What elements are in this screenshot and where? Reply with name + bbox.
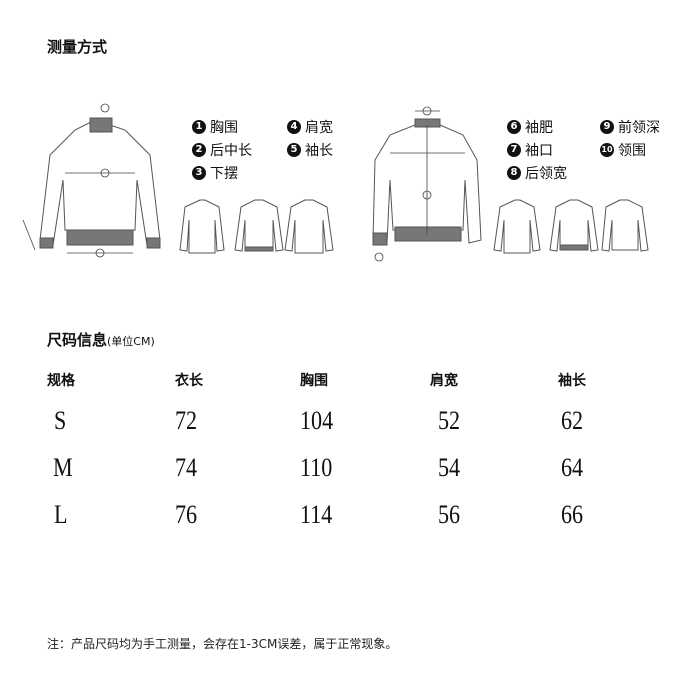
number-badge-icon: 8 — [507, 166, 521, 180]
legend-item-cuff: 7 袖口 — [507, 140, 553, 160]
header-chest: 胸围 — [300, 373, 328, 389]
legend-item-shoulder: 4 肩宽 — [287, 117, 333, 137]
number-badge-icon: 7 — [507, 143, 521, 157]
number-badge-icon: 2 — [192, 143, 206, 157]
legend-item-neck-circumference: 10 领围 — [600, 143, 646, 159]
legend-item-sleeve-length: 5 袖长 — [287, 140, 333, 160]
number-badge-icon: 6 — [507, 120, 521, 134]
number-badge-icon: 4 — [287, 120, 301, 134]
number-badge-icon: 1 — [192, 120, 206, 134]
header-length: 衣长 — [175, 373, 203, 389]
size-info-title: 尺码信息(单位CM) — [47, 331, 155, 349]
collar — [89, 117, 113, 133]
number-badge-icon: 5 — [287, 143, 301, 157]
number-badge-icon: 10 — [600, 143, 614, 157]
legend-item-chest: 1 胸围 — [192, 117, 238, 137]
legend-item-sleeve-width: 6 袖肥 — [507, 117, 553, 137]
number-badge-icon: 3 — [192, 166, 206, 180]
header-sleeve: 袖长 — [558, 373, 586, 389]
header-shoulder: 肩宽 — [430, 373, 458, 389]
jacket-back-illustration — [372, 106, 482, 262]
legend-item-front-neck-depth: 9 前领深 — [600, 117, 660, 137]
unit-label: (单位CM) — [107, 335, 155, 348]
legend-item-back-neck-width: 8 后领宽 — [507, 163, 567, 183]
legend-item-back-length: 2 后中长 — [192, 140, 252, 160]
header-spec: 规格 — [47, 373, 75, 389]
garment-thumbnails-right — [493, 199, 649, 254]
measurement-note: 注：产品尺码均为手工测量，会存在1-3CM误差，属于正常现象。 — [47, 637, 398, 651]
garment-thumbnails-left — [179, 199, 334, 254]
legend-item-hem: 3 下摆 — [192, 163, 238, 183]
sweater-front-illustration — [22, 103, 161, 258]
measure-title: 测量方式 — [47, 38, 108, 56]
number-badge-icon: 9 — [600, 120, 614, 134]
